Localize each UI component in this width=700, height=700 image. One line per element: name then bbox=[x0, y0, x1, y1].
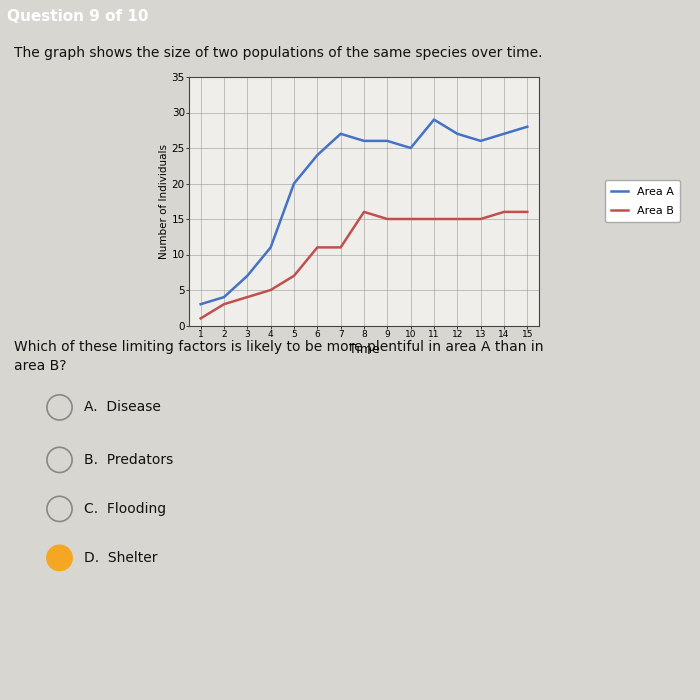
Area A bbox=[243, 272, 251, 280]
Text: area B?: area B? bbox=[14, 359, 66, 373]
Area A bbox=[197, 300, 205, 309]
Area B bbox=[430, 215, 438, 223]
Area B bbox=[477, 215, 485, 223]
Text: Which of these limiting factors is likely to be more plentiful in area A than in: Which of these limiting factors is likel… bbox=[14, 340, 543, 354]
Area B bbox=[197, 314, 205, 323]
Area A bbox=[407, 144, 415, 152]
Area B bbox=[407, 215, 415, 223]
Area A bbox=[453, 130, 461, 138]
Legend: Area A, Area B: Area A, Area B bbox=[605, 180, 680, 223]
Area B bbox=[500, 208, 508, 216]
Text: B.  Predators: B. Predators bbox=[84, 453, 174, 467]
Area B bbox=[523, 208, 531, 216]
Area A bbox=[220, 293, 228, 301]
Area A bbox=[523, 122, 531, 131]
Area A bbox=[267, 243, 275, 251]
Line: Area A: Area A bbox=[201, 120, 527, 304]
Area A bbox=[360, 136, 368, 145]
Area B bbox=[243, 293, 251, 301]
Area B bbox=[220, 300, 228, 309]
Area A bbox=[430, 116, 438, 124]
Area A bbox=[313, 151, 321, 160]
X-axis label: Time: Time bbox=[349, 343, 379, 356]
Area B bbox=[290, 272, 298, 280]
Text: D.  Shelter: D. Shelter bbox=[84, 551, 158, 565]
Area B bbox=[453, 215, 461, 223]
Area B bbox=[267, 286, 275, 294]
Area B bbox=[383, 215, 391, 223]
Text: C.  Flooding: C. Flooding bbox=[84, 502, 166, 516]
Text: Question 9 of 10: Question 9 of 10 bbox=[7, 8, 148, 24]
Line: Area B: Area B bbox=[201, 212, 527, 318]
Area B bbox=[313, 243, 321, 251]
Area B bbox=[360, 208, 368, 216]
Text: The graph shows the size of two populations of the same species over time.: The graph shows the size of two populati… bbox=[14, 46, 542, 60]
Area A bbox=[337, 130, 345, 138]
Area A bbox=[290, 179, 298, 188]
Area A bbox=[477, 136, 485, 145]
Area A bbox=[500, 130, 508, 138]
Area B bbox=[337, 243, 345, 251]
Area A bbox=[383, 136, 391, 145]
Text: A.  Disease: A. Disease bbox=[84, 400, 161, 414]
Y-axis label: Number of Individuals: Number of Individuals bbox=[159, 144, 169, 259]
